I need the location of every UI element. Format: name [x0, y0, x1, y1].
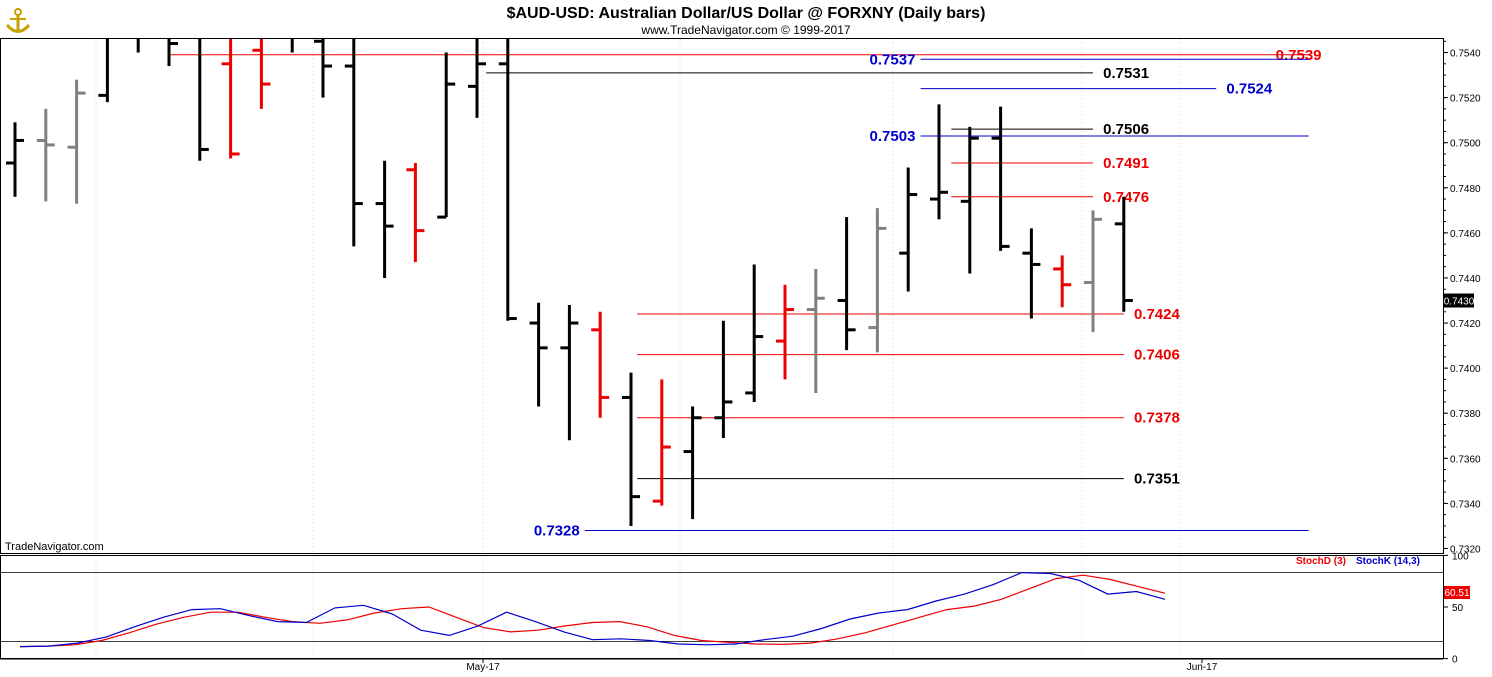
price-y-tick-label: 0.7340	[1450, 499, 1481, 510]
x-tick-label: Jun-17	[1187, 662, 1218, 673]
ohlc-bar	[167, 39, 178, 67]
last-stoch-tag: 60.51	[1444, 586, 1470, 599]
level-label: 0.7424	[1134, 306, 1181, 323]
ohlc-bar	[652, 379, 671, 506]
level-label: 0.7406	[1134, 347, 1180, 364]
anchor-logo-icon	[5, 8, 31, 33]
ohlc-bar	[776, 284, 794, 380]
ohlc-bar	[252, 39, 271, 109]
ohlc-bar	[344, 39, 363, 247]
level-label: 0.7531	[1103, 65, 1149, 82]
ohlc-bar	[198, 39, 209, 161]
ohlc-bar	[221, 39, 240, 159]
ohlc-bar	[591, 311, 610, 418]
ohlc-bar	[1022, 228, 1041, 319]
ohlc-bar	[1114, 196, 1133, 312]
last-price-tag: 0.7430	[1444, 293, 1475, 308]
ohlc-bar	[714, 320, 733, 439]
ohlc-bar	[560, 305, 579, 441]
level-lines: 0.7539 0.7537 0.7531 0.7524 0.7506 0.7503 0.74…	[169, 47, 1322, 539]
legend-stochk: StochK (14,3)	[1356, 556, 1420, 567]
ohlc-bar	[98, 39, 109, 103]
stoch-panel-frame	[0, 555, 1444, 659]
price-y-tick-label: 0.7440	[1450, 274, 1481, 285]
level-label: 0.7476	[1103, 189, 1149, 206]
price-y-tick-label: 0.7360	[1450, 454, 1481, 465]
ohlc-bar	[36, 108, 55, 202]
chart-subtitle: www.TradeNavigator.com © 1999-2017	[640, 23, 850, 37]
price-y-tick-label: 0.7320	[1450, 544, 1481, 555]
ohlc-bar	[498, 39, 517, 321]
price-grid	[95, 39, 1181, 553]
stoch-lines	[19, 571, 1166, 648]
level-label: 0.7328	[534, 522, 580, 539]
price-y-tick-label: 0.7380	[1450, 409, 1481, 420]
ohlc-bar	[930, 104, 948, 220]
price-y-tick-label: 0.7460	[1450, 229, 1481, 240]
legend-stochd: StochD (3)	[1296, 556, 1346, 567]
ohlc-bar	[745, 264, 764, 402]
ohlc-bar	[1053, 255, 1072, 308]
ohlc-bar	[960, 126, 979, 274]
level-label: 0.7491	[1103, 155, 1149, 172]
level-label: 0.7539	[1276, 47, 1322, 64]
last-price-label: 0.7430	[1444, 297, 1475, 308]
ohlc-bar	[375, 160, 394, 278]
ohlc-bar	[406, 162, 425, 263]
stoch-y-tick-label: 100	[1452, 551, 1469, 562]
ohlc-bar	[468, 39, 486, 118]
price-y-tick-label: 0.7540	[1450, 49, 1481, 60]
price-y-tick-label: 0.7480	[1450, 184, 1481, 195]
price-y-tick-label: 0.7520	[1450, 94, 1481, 105]
ohlc-bar	[529, 302, 548, 407]
ohlc-bar	[806, 268, 825, 393]
price-panel-frame	[0, 38, 1444, 554]
level-label: 0.7351	[1134, 471, 1180, 488]
level-label: 0.7524	[1226, 81, 1273, 98]
x-axis: May-17 Jun-17	[0, 658, 1443, 673]
ohlc-bar	[67, 79, 86, 204]
ohlc-bar	[991, 106, 1010, 251]
x-tick-label: May-17	[466, 662, 500, 673]
level-label: 0.7503	[870, 128, 916, 145]
stochk-line	[19, 571, 1166, 648]
stoch-y-tick-label: 50	[1452, 603, 1464, 614]
ohlc-bar	[899, 167, 918, 292]
ohlc-bar	[314, 39, 332, 98]
stoch-y-tick-label: 0	[1452, 655, 1458, 666]
ohlc-bar	[1084, 210, 1102, 333]
brand-label: TradeNavigator.com	[5, 541, 104, 553]
ohlc-bar	[6, 122, 24, 197]
level-label: 0.7537	[870, 51, 916, 68]
price-y-tick-label: 0.7420	[1450, 319, 1481, 330]
level-label: 0.7378	[1134, 410, 1180, 427]
price-y-tick-label: 0.7500	[1450, 139, 1481, 150]
price-y-tick-label: 0.7400	[1450, 364, 1481, 375]
price-bars	[6, 39, 1133, 526]
level-label: 0.7506	[1103, 121, 1149, 138]
chart-title: $AUD-USD: Australian Dollar/US Dollar @ …	[507, 5, 986, 22]
ohlc-bar	[837, 217, 856, 351]
last-stoch-label: 60.51	[1444, 588, 1469, 599]
ohlc-bar	[622, 372, 640, 526]
ohlc-bar	[683, 406, 702, 520]
stoch-y-axis: 0 50 100	[1443, 551, 1469, 666]
ohlc-bar	[868, 208, 887, 353]
price-y-axis: 0.7320 0.7340 0.7360 0.7380 0.7400 0.7420 0.74…	[1443, 40, 1481, 555]
ohlc-bar	[437, 52, 456, 219]
stochd-line	[19, 574, 1166, 648]
